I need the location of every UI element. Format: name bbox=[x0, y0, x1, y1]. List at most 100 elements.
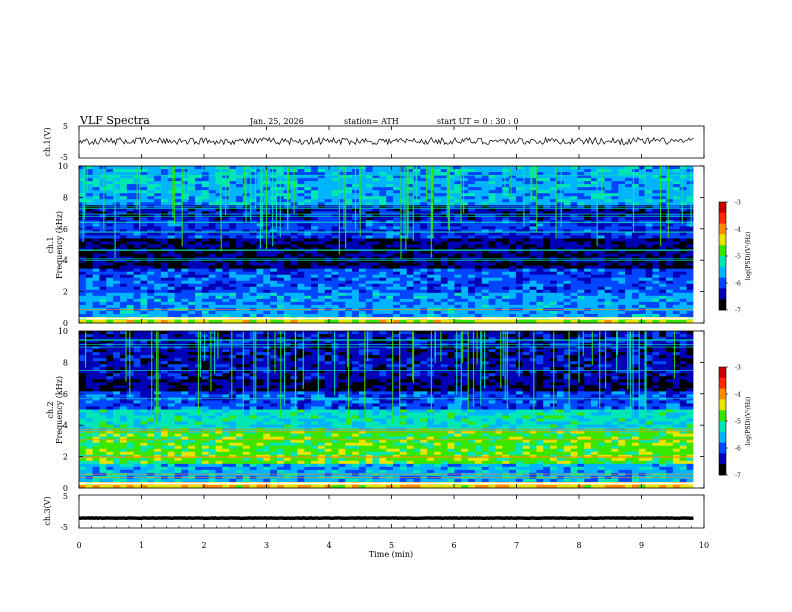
spectrogram-cell bbox=[345, 181, 353, 185]
spectrogram-cell bbox=[529, 187, 537, 191]
spectrogram-cell bbox=[666, 289, 674, 294]
spectrogram-cell bbox=[393, 277, 401, 282]
spectrogram-cell bbox=[201, 286, 210, 291]
spectrogram-cell bbox=[201, 235, 210, 239]
spectrogram-cell bbox=[618, 265, 626, 270]
spectrogram-cell bbox=[311, 184, 319, 188]
spectrogram-cell bbox=[536, 196, 544, 200]
spectrogram-cell bbox=[208, 223, 216, 227]
spectrogram-cell bbox=[638, 178, 646, 182]
spectrogram-cell bbox=[611, 190, 619, 194]
spectrogram-cell bbox=[440, 301, 449, 306]
spectrogram-cell bbox=[618, 229, 626, 233]
spectrogram-cell bbox=[597, 280, 606, 285]
spectrogram-cell bbox=[249, 169, 257, 173]
spectrogram-cell bbox=[570, 298, 578, 303]
spectrogram-cell bbox=[522, 235, 530, 239]
spectrogram-cell bbox=[447, 259, 455, 264]
spectrogram-cell bbox=[427, 265, 435, 270]
sferic-burst bbox=[338, 166, 340, 255]
spectrogram-cell bbox=[481, 244, 489, 248]
spectrogram-cell bbox=[242, 283, 251, 288]
spectrogram-cell bbox=[488, 250, 496, 254]
spectrogram-cell bbox=[338, 211, 346, 215]
spectrogram-cell bbox=[625, 247, 633, 251]
spectrogram-cell bbox=[447, 274, 455, 279]
spectrogram-cell bbox=[283, 247, 292, 251]
spectrogram-cell bbox=[249, 256, 257, 260]
spectrogram-cell bbox=[645, 196, 653, 200]
spectrogram-cell bbox=[570, 247, 578, 251]
spectrogram-cell bbox=[263, 265, 271, 270]
spectrogram-cell bbox=[208, 196, 216, 200]
spectrogram-cell bbox=[229, 229, 237, 233]
spectrogram-cell bbox=[208, 292, 216, 297]
spectrogram-cell bbox=[590, 289, 599, 294]
spectrogram-cell bbox=[433, 217, 442, 221]
spectrogram-cell bbox=[201, 319, 210, 324]
spectrogram-cell bbox=[631, 277, 640, 282]
spectrogram-cell bbox=[666, 184, 674, 188]
spectrogram-cell bbox=[461, 208, 469, 212]
spectrogram-cell bbox=[522, 187, 530, 191]
spectrogram-cell bbox=[454, 208, 462, 212]
spectrogram-cell bbox=[236, 331, 244, 335]
spectrogram-cell bbox=[222, 262, 230, 267]
spectrogram-cell bbox=[515, 253, 524, 257]
spectrogram-cell bbox=[379, 289, 387, 294]
spectrogram-cell bbox=[481, 277, 489, 282]
spectrogram-cell bbox=[488, 181, 496, 185]
spectrogram-cell bbox=[270, 211, 278, 215]
spectrogram-cell bbox=[577, 313, 585, 318]
spectrogram-cell bbox=[372, 295, 380, 300]
spectrogram-cell bbox=[358, 223, 367, 227]
spectrogram-cell bbox=[433, 256, 442, 260]
spectrogram-cell bbox=[229, 226, 237, 230]
spectrogram-cell bbox=[461, 286, 469, 291]
spectrogram-cell bbox=[290, 235, 298, 239]
spectrogram-cell bbox=[372, 286, 380, 291]
spectrogram-cell bbox=[85, 181, 94, 185]
spectrogram-cell bbox=[352, 295, 360, 300]
spectrogram-cell bbox=[577, 292, 585, 297]
spectrogram-cell bbox=[468, 217, 476, 221]
spectrogram-cell bbox=[311, 253, 319, 257]
spectrogram-cell bbox=[652, 310, 660, 315]
spectrogram-cell bbox=[488, 295, 496, 300]
spectrogram-cell bbox=[645, 250, 653, 254]
spectrogram-cell bbox=[133, 310, 141, 315]
spectrogram-cell bbox=[631, 250, 640, 254]
spectrogram-cell bbox=[625, 262, 633, 267]
spectrogram-cell bbox=[99, 202, 107, 206]
spectrogram-cell bbox=[379, 202, 387, 206]
spectrogram-cell bbox=[140, 217, 148, 221]
spectrogram-cell bbox=[481, 295, 489, 300]
spectrogram-cell bbox=[590, 196, 599, 200]
spectrogram-cell bbox=[611, 241, 619, 245]
spectrogram-cell bbox=[133, 298, 141, 303]
spectrogram-cell bbox=[358, 235, 367, 239]
spectrogram-cell bbox=[249, 286, 257, 291]
spectrogram-cell bbox=[502, 190, 510, 194]
spectrogram-cell bbox=[181, 217, 189, 221]
spectrogram-cell bbox=[85, 292, 94, 297]
spectrogram-cell bbox=[536, 241, 544, 245]
spectrogram-cell bbox=[147, 277, 155, 282]
spectrogram-cell bbox=[372, 172, 380, 176]
spectrogram-cell bbox=[611, 229, 619, 233]
spectrogram-cell bbox=[433, 292, 442, 297]
spectrogram-cell bbox=[618, 262, 626, 267]
spectrogram-cell bbox=[468, 265, 476, 270]
spectrogram-cell bbox=[208, 217, 216, 221]
spectrogram-cell bbox=[570, 208, 578, 212]
spectrogram-cell bbox=[174, 178, 182, 182]
spectrogram-cell bbox=[338, 190, 346, 194]
spectrogram-cell bbox=[659, 319, 667, 324]
spectrogram-cell bbox=[543, 292, 551, 297]
spectrogram-cell bbox=[304, 199, 312, 203]
spectrogram-cell bbox=[249, 268, 257, 273]
spectrogram-cell bbox=[399, 238, 408, 242]
narrowband-line bbox=[79, 221, 694, 223]
spectrogram-cell bbox=[311, 199, 319, 203]
spectrogram-cell bbox=[229, 193, 237, 197]
